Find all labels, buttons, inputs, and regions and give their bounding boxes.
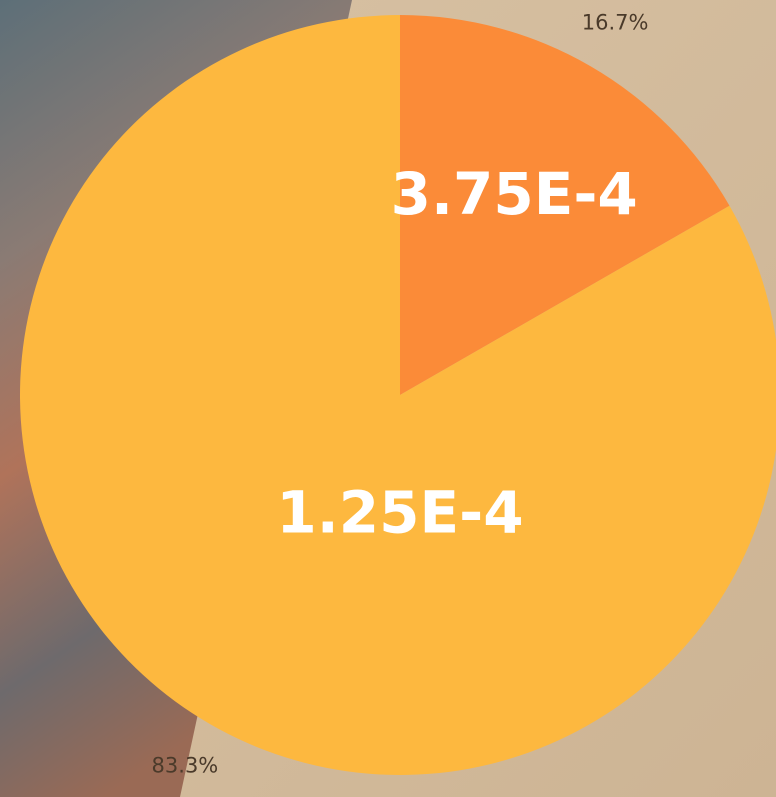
pie-slice [20, 15, 776, 775]
pie [20, 15, 776, 775]
percent-label: 83.3% [152, 754, 219, 778]
slice-label: 1.25E-4 [276, 479, 523, 547]
slice-label: 3.75E-4 [391, 160, 638, 228]
percent-label: 16.7% [582, 10, 649, 34]
pie-slice [400, 15, 730, 395]
